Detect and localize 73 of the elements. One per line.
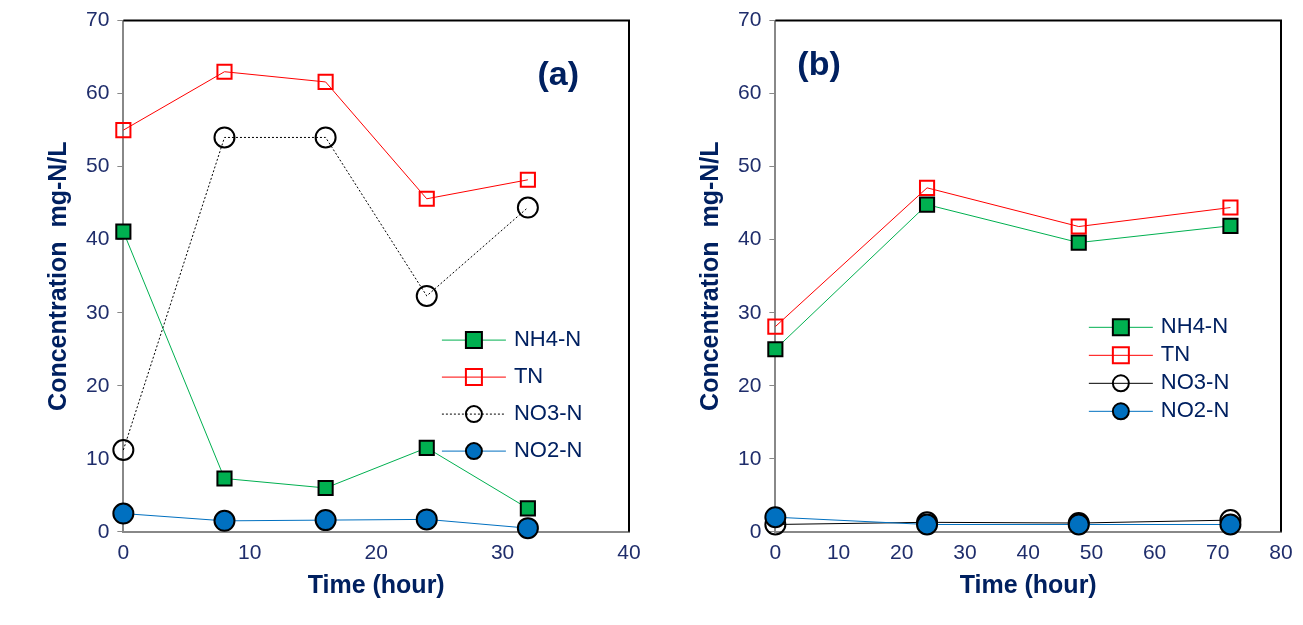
y-axis-title: Concentration mg-N/L bbox=[42, 141, 71, 411]
point bbox=[767, 318, 784, 335]
y-tick-label: 50 bbox=[738, 153, 762, 177]
y-tick-label: 10 bbox=[86, 445, 110, 469]
legend-label: NO2-N bbox=[1160, 397, 1230, 423]
x-tick-label: 50 bbox=[1079, 540, 1104, 564]
x-tick-label: 0 bbox=[117, 540, 130, 564]
x-tick-label: 20 bbox=[890, 540, 914, 564]
point bbox=[1222, 217, 1239, 234]
x-tick-label: 40 bbox=[617, 540, 641, 564]
x-tick-label: 70 bbox=[1206, 540, 1230, 564]
legend-label: NO2-N bbox=[513, 437, 583, 463]
x-tick-label: 30 bbox=[953, 540, 977, 564]
point bbox=[216, 63, 233, 80]
y-tick-label: 0 bbox=[749, 518, 762, 542]
text: (a) bbox=[537, 53, 579, 92]
y-tick-label: 40 bbox=[738, 226, 762, 250]
point bbox=[115, 223, 132, 240]
point bbox=[418, 190, 435, 207]
legend-label: TN bbox=[513, 363, 544, 389]
point bbox=[314, 509, 337, 532]
x-tick-label: 40 bbox=[1016, 540, 1040, 564]
point bbox=[213, 509, 236, 532]
x-axis-title: Time (hour) bbox=[959, 569, 1097, 598]
y-tick-label: 30 bbox=[738, 299, 762, 323]
x-axis-title: Time (hour) bbox=[307, 569, 445, 598]
point bbox=[516, 196, 539, 219]
point bbox=[415, 508, 438, 531]
point bbox=[317, 479, 334, 497]
x-tick-label: 10 bbox=[826, 540, 851, 564]
y-axis-title: Concentration mg-N/L bbox=[694, 141, 723, 411]
y-tick-label: 0 bbox=[97, 518, 110, 542]
legend-label: TN bbox=[1160, 341, 1191, 367]
y-tick-label: 70 bbox=[738, 7, 762, 31]
y-tick-label: 70 bbox=[86, 7, 110, 31]
x-tick-label: 80 bbox=[1269, 540, 1293, 564]
legend-label: NH4-N bbox=[1160, 313, 1229, 339]
point bbox=[767, 341, 784, 358]
point bbox=[1070, 234, 1087, 251]
point bbox=[112, 502, 135, 525]
point bbox=[764, 506, 787, 529]
y-tick-label: 10 bbox=[738, 445, 762, 469]
point bbox=[415, 284, 438, 307]
y-tick-label: 20 bbox=[738, 372, 762, 396]
x-tick-label: 0 bbox=[769, 540, 782, 564]
point bbox=[112, 439, 135, 462]
legend-label: NO3-N bbox=[1160, 369, 1230, 395]
y-tick-label: 30 bbox=[86, 299, 110, 323]
point bbox=[1222, 199, 1239, 216]
x-tick-label: 60 bbox=[1142, 540, 1167, 564]
point bbox=[418, 439, 435, 456]
point bbox=[519, 500, 536, 517]
y-tick-label: 60 bbox=[738, 80, 762, 104]
y-tick-label: 20 bbox=[86, 372, 110, 396]
point bbox=[216, 470, 233, 487]
point bbox=[314, 126, 337, 149]
point bbox=[918, 196, 936, 213]
point bbox=[1070, 218, 1087, 235]
y-tick-label: 50 bbox=[86, 153, 110, 177]
point bbox=[918, 179, 936, 196]
point bbox=[516, 517, 539, 540]
y-tick-label: 40 bbox=[86, 226, 110, 250]
text: (b) bbox=[797, 43, 841, 82]
point bbox=[115, 122, 132, 139]
y-tick-label: 60 bbox=[86, 80, 110, 104]
x-tick-label: 10 bbox=[238, 540, 262, 564]
point bbox=[213, 126, 236, 149]
legend-label: NH4-N bbox=[513, 326, 582, 352]
point bbox=[317, 73, 334, 91]
legend-label: NO3-N bbox=[513, 400, 583, 426]
x-tick-label: 30 bbox=[490, 540, 515, 564]
x-tick-label: 20 bbox=[364, 540, 388, 564]
point bbox=[519, 171, 536, 188]
